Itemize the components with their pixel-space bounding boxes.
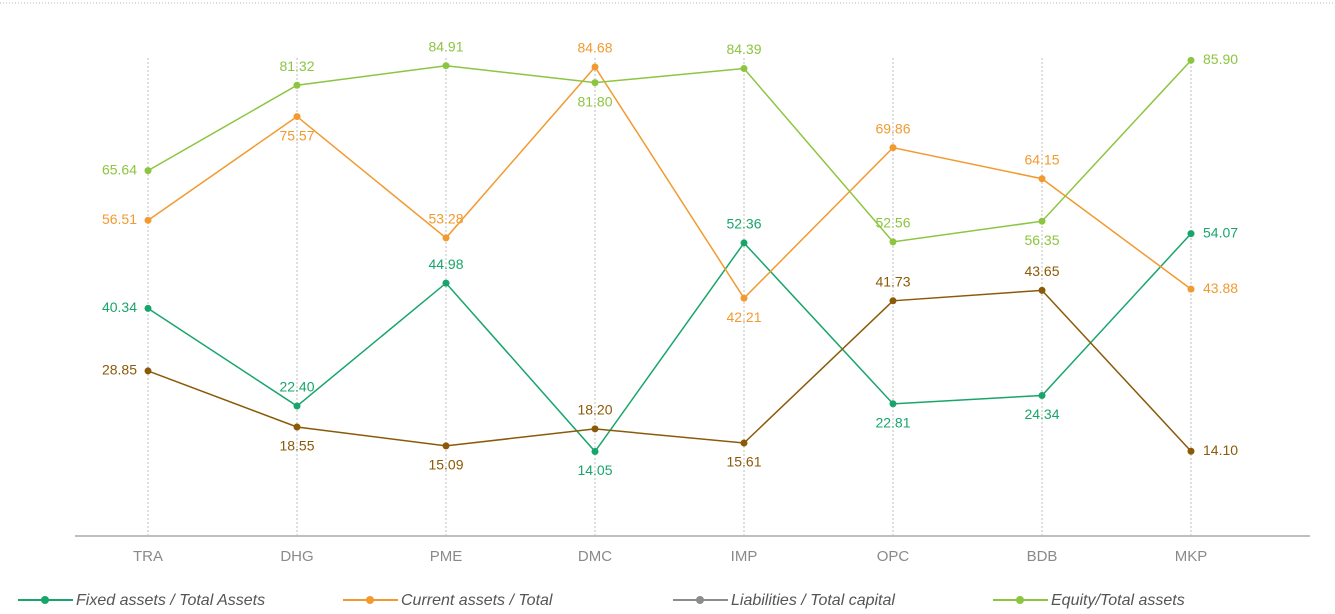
point <box>1038 217 1046 225</box>
point <box>293 81 301 89</box>
point <box>442 442 450 450</box>
point <box>442 62 450 70</box>
data-label: 84.68 <box>577 40 612 56</box>
x-tick-label: PME <box>430 548 463 565</box>
data-label: 85.90 <box>1203 51 1238 67</box>
x-tick-label: TRA <box>133 548 163 565</box>
data-label: 56.35 <box>1024 232 1059 248</box>
x-tick-label: DMC <box>578 548 612 565</box>
data-label: 64.15 <box>1024 151 1059 167</box>
point <box>442 234 450 242</box>
series-line <box>147 65 1192 300</box>
point <box>293 113 301 121</box>
point <box>293 402 301 410</box>
data-label: 69.86 <box>875 120 910 136</box>
point <box>740 239 748 247</box>
series-line <box>147 59 1192 243</box>
data-label: 43.65 <box>1024 263 1059 279</box>
data-label: 24.34 <box>1024 406 1059 422</box>
data-label: 14.05 <box>577 462 612 478</box>
data-label: 41.73 <box>875 274 910 290</box>
data-label: 52.36 <box>726 216 761 232</box>
point <box>144 304 152 312</box>
point <box>1038 175 1046 183</box>
data-label: 65.64 <box>102 161 137 177</box>
point <box>889 144 897 152</box>
point <box>144 167 152 175</box>
point <box>1187 285 1195 293</box>
point <box>740 65 748 73</box>
point <box>1187 56 1195 64</box>
legend-label: Equity/Total assets <box>1051 592 1185 609</box>
x-tick-label: IMP <box>731 548 758 565</box>
data-label: 43.88 <box>1203 280 1238 296</box>
x-tick-label: MKP <box>1175 548 1208 565</box>
data-label: 40.34 <box>102 299 137 315</box>
data-label: 15.61 <box>726 454 761 470</box>
data-label: 14.10 <box>1203 442 1238 458</box>
point <box>591 79 599 87</box>
data-label: 84.39 <box>726 41 761 57</box>
point <box>889 400 897 408</box>
point <box>1038 286 1046 294</box>
data-label: 18.55 <box>279 438 314 454</box>
data-label: 22.81 <box>875 415 910 431</box>
legend-dot <box>696 596 704 604</box>
series-line <box>147 289 1192 452</box>
data-label: 75.57 <box>279 127 314 143</box>
x-tick-label: BDB <box>1027 548 1058 565</box>
data-label: 84.91 <box>428 38 463 54</box>
x-tick-label: OPC <box>877 548 910 565</box>
data-label: 18.20 <box>577 402 612 418</box>
data-label: 52.56 <box>875 215 910 231</box>
data-label: 15.09 <box>428 457 463 473</box>
data-label: 42.21 <box>726 309 761 325</box>
legend-dot <box>366 596 374 604</box>
point <box>591 63 599 71</box>
data-label: 56.51 <box>102 211 137 227</box>
data-label: 54.07 <box>1203 224 1238 240</box>
point <box>144 367 152 375</box>
legend-label: Fixed assets / Total Assets <box>76 592 265 609</box>
legend-label: Current assets / Total <box>401 592 553 609</box>
point <box>293 423 301 431</box>
legend-label: Liabilities / Total capital <box>731 592 895 609</box>
point <box>889 238 897 246</box>
data-label: 53.28 <box>428 211 463 227</box>
data-label: 81.80 <box>577 93 612 109</box>
point <box>442 279 450 287</box>
data-label: 28.85 <box>102 362 137 378</box>
legend-dot <box>1016 596 1024 604</box>
data-label: 22.40 <box>279 379 314 395</box>
point <box>591 448 599 456</box>
point <box>1187 230 1195 238</box>
legend-dot <box>41 596 49 604</box>
point <box>144 216 152 224</box>
point <box>1187 447 1195 455</box>
series-line <box>147 233 1192 453</box>
point <box>591 425 599 433</box>
point <box>740 294 748 302</box>
data-label: 81.32 <box>279 58 314 74</box>
point <box>740 439 748 447</box>
point <box>889 297 897 305</box>
point <box>1038 391 1046 399</box>
x-tick-label: DHG <box>280 548 313 565</box>
data-label: 44.98 <box>428 256 463 272</box>
